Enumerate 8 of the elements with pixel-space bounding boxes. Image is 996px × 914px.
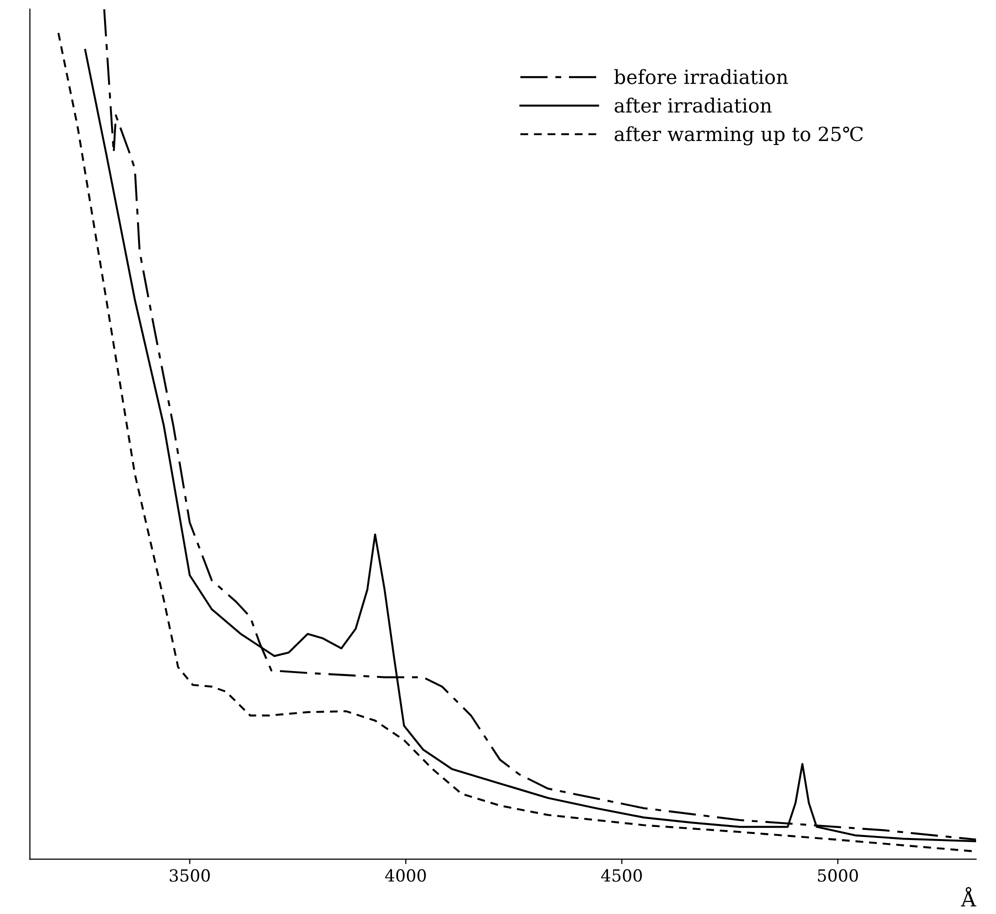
x-tick-label: 4000 bbox=[385, 869, 426, 882]
x-axis-title: Å bbox=[960, 887, 976, 906]
x-tick-label: 3500 bbox=[170, 869, 210, 882]
legend-label: before irradiation bbox=[614, 69, 788, 84]
x-tick-label: 5000 bbox=[818, 869, 858, 882]
legend-label: after irradiation bbox=[614, 98, 772, 113]
legend-label: after warming up to 25℃ bbox=[614, 126, 863, 146]
x-tick-label: 4500 bbox=[601, 869, 642, 882]
